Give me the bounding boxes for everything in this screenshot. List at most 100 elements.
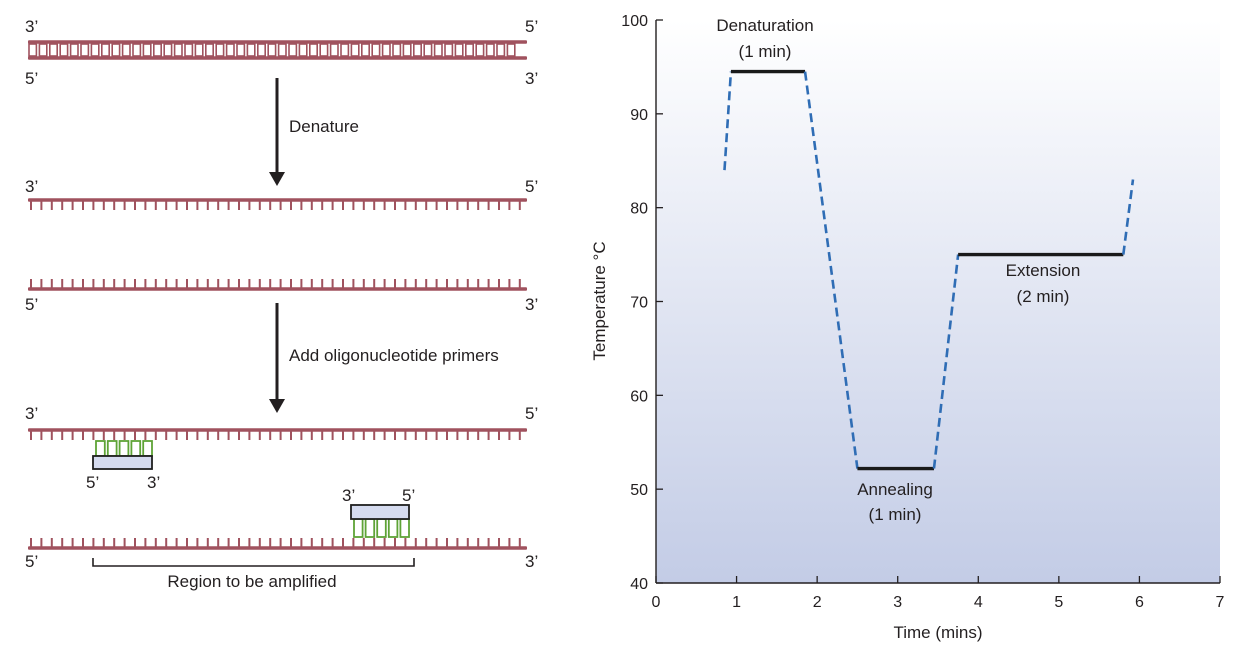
- y-tick-label: 90: [630, 107, 648, 124]
- primer-box: [350, 504, 410, 520]
- strand-backbone: [28, 287, 527, 291]
- annotation-extension: Extension: [1006, 261, 1081, 280]
- base-pair: [496, 43, 506, 57]
- region-bracket: [92, 558, 415, 567]
- base-pair: [277, 43, 287, 57]
- end-label: 5’: [525, 404, 538, 423]
- base-pair: [423, 43, 433, 57]
- primer-base: [106, 440, 118, 457]
- base-pair: [371, 43, 381, 57]
- region-label: Region to be amplified: [167, 572, 336, 591]
- base-pair: [464, 43, 474, 57]
- primer-base: [130, 440, 142, 457]
- profile-transition: [1122, 179, 1135, 255]
- primer-box: [92, 455, 153, 470]
- x-tick-label: 6: [1135, 594, 1144, 611]
- plot-background: [656, 20, 1220, 583]
- base-pair: [194, 43, 204, 57]
- base-pair: [184, 43, 194, 57]
- y-tick-label: 50: [630, 482, 648, 499]
- strand-backbone: [28, 198, 527, 202]
- base-pair: [153, 43, 163, 57]
- base-pair: [215, 43, 225, 57]
- x-tick-label: 2: [813, 594, 822, 611]
- step-label-add-primers: Add oligonucleotide primers: [289, 346, 499, 365]
- base-pair: [256, 43, 266, 57]
- base-pair: [381, 43, 391, 57]
- base-pair: [48, 43, 58, 57]
- annotation-annealing-duration: (1 min): [869, 505, 922, 524]
- base-pair: [433, 43, 443, 57]
- primer-base: [353, 518, 364, 538]
- base-pair: [412, 43, 422, 57]
- end-label: 3’: [25, 177, 38, 196]
- annotation-annealing: Annealing: [857, 480, 933, 499]
- base-pair: [360, 43, 370, 57]
- base-pair: [225, 43, 235, 57]
- primer-base: [387, 518, 399, 538]
- base-pair: [142, 43, 152, 57]
- primer-end-label: 5’: [402, 486, 415, 505]
- base-pair: [236, 43, 246, 57]
- pcr-steps-diagram: Denature Add oligonucleotide primers 3’ …: [25, 17, 538, 591]
- base-pair: [402, 43, 412, 57]
- profile-transition: [723, 71, 733, 171]
- base-pair: [288, 43, 298, 57]
- base-pair: [444, 43, 454, 57]
- base-pair: [38, 43, 48, 57]
- strand-backbone: [28, 546, 527, 550]
- primer-base: [364, 518, 376, 538]
- x-tick-label: 1: [732, 594, 741, 611]
- base-pair: [319, 43, 329, 57]
- base-pair: [308, 43, 318, 57]
- end-label: 3’: [525, 552, 538, 571]
- base-pair: [329, 43, 339, 57]
- temperature-profile: [723, 69, 1135, 471]
- annotation-denaturation-duration: (1 min): [739, 42, 792, 61]
- primed-strand-bottom: [28, 504, 527, 550]
- end-label: 3’: [25, 17, 38, 36]
- step-label-denature: Denature: [289, 117, 359, 136]
- base-pair: [340, 43, 350, 57]
- primed-strand-top: [28, 428, 527, 470]
- base-pair: [475, 43, 485, 57]
- x-tick-label: 5: [1054, 594, 1063, 611]
- end-label: 3’: [25, 404, 38, 423]
- profile-transition: [803, 71, 859, 469]
- end-label: 5’: [525, 177, 538, 196]
- strand-backbone: [28, 56, 527, 60]
- y-axis-ticks: 40 50 60 70 80 90 100: [621, 13, 663, 593]
- strand-backbone: [28, 428, 527, 432]
- base-pair: [298, 43, 308, 57]
- primer-end-label: 3’: [147, 473, 160, 492]
- primer-arrow-icon: [269, 303, 285, 413]
- x-axis-label: Time (mins): [893, 623, 982, 642]
- x-tick-label: 4: [974, 594, 983, 611]
- base-pair: [246, 43, 256, 57]
- single-strand-bottom: [28, 279, 527, 291]
- base-pair: [28, 43, 38, 57]
- base-pair: [267, 43, 277, 57]
- temperature-profile-chart: 40 50 60 70 80 90 100 0 1 2 3 4 5 6 7 Denaturation (1…: [590, 13, 1225, 642]
- base-pair: [173, 43, 183, 57]
- double-stranded-dna: [28, 40, 527, 60]
- base-pair: [454, 43, 464, 57]
- end-label: 5’: [25, 552, 38, 571]
- strand-backbone: [28, 40, 527, 44]
- y-tick-label: 40: [630, 576, 648, 593]
- primer-base: [376, 518, 387, 538]
- end-label: 3’: [525, 69, 538, 88]
- base-pair: [392, 43, 402, 57]
- primer-end-label: 3’: [342, 486, 355, 505]
- primer-end-label: 5’: [86, 473, 99, 492]
- end-label: 5’: [525, 17, 538, 36]
- x-tick-label: 3: [893, 594, 902, 611]
- base-pair: [69, 43, 79, 57]
- annotation-denaturation: Denaturation: [716, 16, 813, 35]
- end-label: 3’: [525, 295, 538, 314]
- x-tick-label: 7: [1216, 594, 1225, 611]
- primer-base: [399, 518, 410, 538]
- x-axis-ticks: 0 1 2 3 4 5 6 7: [652, 576, 1225, 611]
- base-pair: [350, 43, 360, 57]
